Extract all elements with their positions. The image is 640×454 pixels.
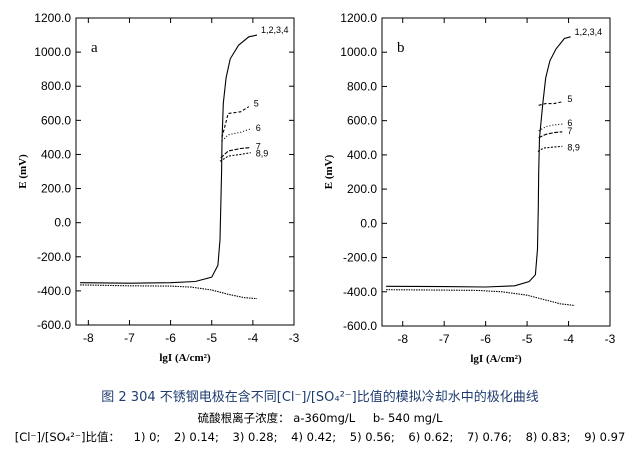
y-tick-label: 0.0	[54, 216, 71, 230]
ratio-item: 9) 0.97	[584, 430, 626, 444]
ratio-item: 1) 0;	[133, 430, 161, 444]
plot-frame	[381, 17, 611, 327]
plot-frame	[75, 17, 295, 326]
panel-label: b	[397, 40, 405, 56]
y-tick-label: 400.0	[41, 147, 71, 161]
y-tick-label: 400.0	[347, 148, 377, 162]
series-line-5	[221, 106, 250, 138]
series-line-5	[538, 101, 563, 106]
y-tick-label: 800.0	[347, 79, 377, 93]
y-tick-label: 1200.0	[34, 11, 71, 25]
curve-label: 1,2,3,4	[261, 25, 289, 35]
curve-label: 5	[567, 94, 572, 104]
series-line-7	[538, 131, 563, 139]
series-line-1-2-3-4	[386, 36, 571, 288]
y-tick-label: -400.0	[343, 285, 377, 299]
curve-label: 6	[256, 123, 261, 133]
x-tick-label: -4	[563, 332, 574, 346]
curve-label: 7	[567, 126, 572, 136]
chart-panel-b: -600.0 -400.0 -200.0 0.0 200.0 400.0 600.0 800.…	[323, 11, 616, 365]
ratio-item: 4) 0.42;	[291, 430, 337, 444]
series-line-8-9	[219, 152, 251, 162]
ratio-item: 8) 0.83;	[525, 430, 571, 444]
ratio-label: [Cl⁻]/[SO₄²⁻]比值：	[14, 430, 120, 444]
x-tick-label: -8	[83, 331, 94, 345]
y-tick-label: 200.0	[41, 182, 71, 196]
figure-caption-concentration: 硫酸根离子浓度： a-360mg/L b- 540 mg/L	[0, 410, 640, 426]
curve-label: 8,9	[567, 142, 580, 152]
series-line-cathodic	[80, 284, 258, 300]
figure-caption-title: 图 2 304 不锈钢电极在含不同[Cl⁻]/[SO₄²⁻]比值的模拟冷却水中的…	[101, 390, 539, 405]
series-line-7	[220, 147, 251, 159]
x-tick-label: -6	[480, 332, 491, 346]
concentration-a: a-360mg/L	[293, 411, 356, 425]
y-tick-label: 0.0	[360, 216, 377, 230]
y-tick-label: 1000.0	[340, 45, 377, 59]
ratio-item: 7) 0.76;	[466, 430, 512, 444]
series-line-8-9	[537, 145, 563, 152]
x-tick-label: -7	[124, 331, 135, 345]
ratio-item: 2) 0.14;	[173, 430, 219, 444]
figure-caption-ratios: [Cl⁻]/[SO₄²⁻]比值： 1) 0; 2) 0.14; 3) 0.28;…	[0, 429, 640, 445]
x-axis-label: lgI (A/cm²)	[159, 352, 211, 364]
y-tick-label: 1200.0	[340, 11, 377, 25]
series-line-6	[538, 123, 563, 132]
ratio-item: 3) 0.28;	[232, 430, 278, 444]
panel-label: a	[91, 40, 98, 56]
y-tick-label: -400.0	[37, 284, 71, 298]
series-line-6	[221, 128, 251, 142]
y-axis-label: E (mV)	[17, 154, 29, 189]
y-tick-label: 600.0	[347, 114, 377, 128]
y-tick-label: 200.0	[347, 182, 377, 196]
curve-label: 6	[567, 118, 572, 128]
concentration-b: b- 540 mg/L	[372, 411, 443, 425]
x-tick-label: -3	[289, 331, 300, 345]
y-axis-label: E (mV)	[323, 154, 335, 189]
series-line-1-2-3-4	[80, 34, 258, 284]
curve-label: 7	[256, 142, 261, 152]
x-tick-label: -3	[605, 332, 616, 346]
y-tick-label: -600.0	[343, 319, 377, 333]
x-tick-label: -8	[397, 332, 408, 346]
x-tick-label: -4	[248, 331, 259, 345]
x-tick-label: -5	[522, 332, 533, 346]
curve-label: 8,9	[256, 149, 269, 159]
y-tick-label: -200.0	[37, 250, 71, 264]
series-line-cathodic	[386, 289, 575, 307]
ratio-item: 6) 0.62;	[408, 430, 454, 444]
ratio-item: 5) 0.56;	[349, 430, 395, 444]
curve-label: 1,2,3,4	[575, 27, 603, 37]
y-tick-label: -200.0	[343, 251, 377, 265]
y-tick-label: 1000.0	[34, 45, 71, 59]
x-tick-label: -7	[439, 332, 450, 346]
y-tick-label: -600.0	[37, 318, 71, 332]
y-tick-label: 800.0	[41, 79, 71, 93]
concentration-label: 硫酸根离子浓度：	[197, 411, 290, 425]
curve-label: 5	[254, 99, 259, 109]
chart-panel-a: -600.0 -400.0 -200.0 0.0 200.0 400.0 600.0 800.…	[17, 11, 300, 364]
x-tick-label: -6	[165, 331, 176, 345]
x-tick-label: -5	[206, 331, 217, 345]
x-axis-label: lgI (A/cm²)	[470, 353, 522, 365]
y-tick-label: 600.0	[41, 113, 71, 127]
